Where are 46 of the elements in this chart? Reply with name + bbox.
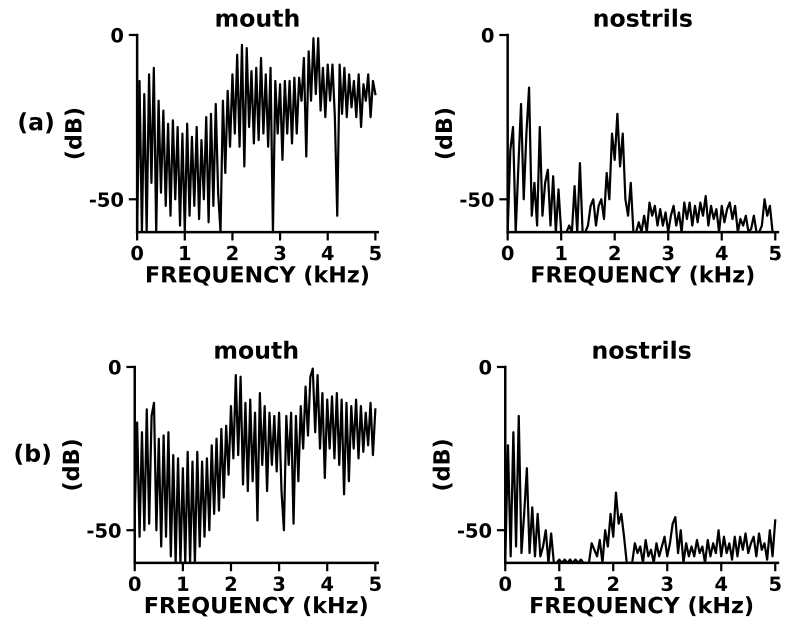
x-tick-label: 0 (502, 246, 514, 260)
y-tick-label: -50 (460, 192, 494, 207)
chart-title: mouth (215, 340, 298, 359)
y-tick-label: 0 (111, 28, 124, 43)
x-axis-title: FREQUENCY (kHz) (531, 596, 752, 616)
x-tick-label: 1 (556, 246, 567, 260)
x-tick-label: 0 (131, 246, 143, 260)
x-tick-label: 1 (180, 246, 190, 260)
y-tick-label: -50 (90, 192, 124, 207)
chart-title: mouth (216, 8, 298, 27)
x-tick-label: 0 (128, 576, 141, 592)
y-axis-title: (dB) (435, 108, 455, 158)
text: (b) (15, 444, 50, 465)
y-tick-label: -50 (87, 523, 121, 538)
y-tick-label: 0 (482, 28, 494, 43)
x-tick-label: 5 (370, 246, 381, 260)
x-axis-title: FREQUENCY (kHz) (147, 266, 368, 286)
y-axis-title: (dB) (432, 440, 452, 490)
x-tick-label: 4 (322, 246, 334, 260)
x-tick-label: 4 (716, 246, 728, 260)
x-tick-label: 2 (226, 576, 236, 591)
y-tick-label: 0 (479, 360, 492, 375)
x-tick-label: 4 (321, 576, 334, 591)
x-tick-label: 2 (609, 246, 620, 260)
x-tick-label: 5 (770, 576, 781, 592)
text: (a) (19, 112, 53, 134)
x-tick-label: 5 (370, 576, 381, 592)
x-tick-label: 3 (274, 246, 286, 260)
x-axis-title: FREQUENCY (kHz) (146, 596, 367, 616)
y-tick-label: -50 (458, 523, 492, 538)
x-axis-title: FREQUENCY (kHz) (532, 266, 754, 286)
x-tick-label: 4 (715, 576, 728, 591)
x-tick-label: 3 (274, 576, 284, 592)
x-tick-label: 0 (499, 576, 512, 592)
x-tick-label: 2 (227, 246, 238, 260)
x-tick-label: 3 (662, 246, 674, 260)
y-axis-title: (dB) (62, 440, 82, 490)
x-tick-label: 1 (178, 576, 188, 591)
y-axis-title: (dB) (64, 108, 84, 158)
chart-title: nostrils (594, 8, 692, 27)
y-tick-label: 0 (108, 360, 121, 375)
x-tick-label: 1 (554, 576, 565, 591)
x-tick-label: 2 (608, 576, 618, 591)
x-tick-label: 5 (770, 246, 781, 260)
x-tick-label: 3 (662, 576, 672, 592)
chart-title: nostrils (593, 340, 691, 359)
